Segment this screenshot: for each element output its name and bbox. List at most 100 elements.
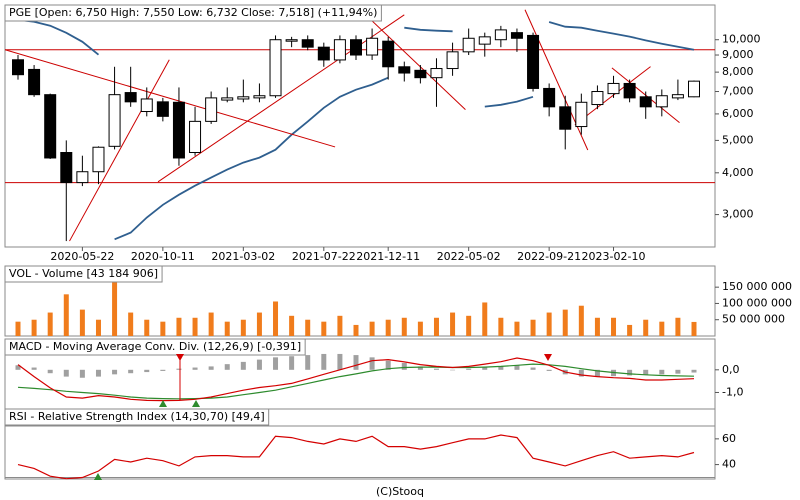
candle-body bbox=[478, 36, 491, 45]
volume-bar bbox=[369, 321, 375, 336]
panel-title-box bbox=[4, 408, 270, 426]
volume-bar bbox=[691, 321, 697, 336]
histogram-bar bbox=[369, 357, 375, 370]
candle-body bbox=[124, 92, 137, 103]
volume-bar bbox=[562, 309, 568, 336]
candle-body bbox=[189, 120, 202, 154]
volume-bar bbox=[79, 309, 85, 336]
histogram-bar bbox=[305, 355, 311, 370]
histogram-bar bbox=[643, 369, 649, 375]
candle-body bbox=[237, 96, 250, 100]
candle-body bbox=[12, 59, 24, 76]
y-tick-label: 5,000 bbox=[722, 133, 754, 146]
histogram-bar bbox=[401, 363, 407, 370]
macd-line bbox=[17, 357, 695, 402]
histogram-bar bbox=[79, 369, 85, 378]
y-tick-label: 3,000 bbox=[722, 208, 754, 221]
y-tick-label: 7,000 bbox=[722, 85, 754, 98]
panel-title-box bbox=[4, 265, 163, 283]
histogram-bar bbox=[385, 360, 391, 370]
y-tick-label: 40 bbox=[722, 458, 736, 471]
candle-body bbox=[92, 146, 105, 173]
candle-body bbox=[414, 69, 427, 79]
histogram-bar bbox=[144, 369, 150, 373]
macd-signals bbox=[94, 354, 552, 480]
candle-body bbox=[285, 39, 298, 42]
histogram-bar bbox=[514, 365, 520, 370]
candle-body bbox=[655, 95, 668, 108]
volume-bar bbox=[176, 317, 182, 336]
volume-bar bbox=[611, 317, 617, 336]
candle-body bbox=[221, 97, 234, 101]
histogram-bar bbox=[273, 357, 279, 370]
plot-layer: 3,000 4,000 5,000 6,000 7,000 8,000 9,000 10,00… bbox=[4, 4, 792, 480]
volume-bar bbox=[321, 321, 327, 336]
volume-bar bbox=[144, 319, 150, 336]
volume-bar bbox=[675, 317, 681, 336]
buy-marker bbox=[94, 473, 102, 480]
y-tick-label: 0,0 bbox=[722, 363, 740, 376]
volume-bar bbox=[482, 302, 488, 336]
histogram-bar bbox=[450, 369, 456, 371]
moving-average bbox=[114, 76, 534, 241]
volume-bar bbox=[385, 319, 391, 336]
volume-bar bbox=[643, 319, 649, 336]
volume-bar bbox=[401, 317, 407, 336]
buy-marker bbox=[159, 400, 167, 407]
y-tick-label: 50 000 000 bbox=[722, 313, 785, 326]
candle-body bbox=[28, 68, 41, 96]
volume-bar bbox=[659, 321, 665, 336]
candle-body bbox=[543, 87, 556, 108]
candle-body bbox=[140, 98, 153, 113]
candle-body bbox=[688, 80, 700, 98]
volume-bar bbox=[273, 301, 279, 336]
candle-body bbox=[671, 94, 684, 99]
sell-marker bbox=[176, 354, 184, 361]
candle-body bbox=[366, 37, 379, 56]
footer: (C)Stooq bbox=[376, 485, 424, 498]
histogram-bar bbox=[433, 368, 439, 370]
volume-bar bbox=[417, 321, 423, 336]
volume-bar bbox=[627, 324, 633, 336]
candle-body bbox=[494, 29, 507, 41]
candle-body bbox=[156, 101, 169, 117]
candle-body bbox=[44, 94, 57, 159]
y-tick-label: 60 bbox=[722, 432, 736, 445]
candle-body bbox=[591, 91, 604, 106]
volume-bar bbox=[514, 321, 520, 336]
volume-bar bbox=[289, 315, 295, 336]
histogram-bar bbox=[627, 369, 633, 376]
histogram-bar bbox=[466, 368, 472, 370]
candle-body bbox=[446, 51, 459, 70]
x-tick-label: 2020-05-22 bbox=[50, 250, 114, 263]
volume-bar bbox=[530, 319, 536, 336]
histogram-bar bbox=[63, 369, 69, 377]
y-tick-label: 100 000 000 bbox=[722, 296, 792, 309]
candle-body bbox=[301, 39, 314, 48]
volume-bar bbox=[95, 319, 101, 336]
histogram-bar bbox=[530, 367, 536, 370]
histogram-bar bbox=[594, 369, 600, 377]
histogram-bar bbox=[498, 366, 504, 370]
trend-line bbox=[365, 14, 466, 110]
histogram-bar bbox=[578, 369, 584, 377]
volume-bar bbox=[208, 312, 214, 336]
candle-body bbox=[317, 46, 330, 61]
buy-marker bbox=[192, 400, 200, 407]
volume-bar bbox=[498, 317, 504, 336]
histogram-bar bbox=[546, 369, 552, 371]
x-tick-label: 2022-09-21 bbox=[517, 250, 581, 263]
trend-line bbox=[69, 59, 170, 242]
volume-bar bbox=[546, 312, 552, 336]
volume-bar bbox=[63, 294, 69, 336]
volume-bar bbox=[160, 321, 166, 336]
histogram-bar bbox=[47, 369, 53, 374]
histogram-bar bbox=[417, 366, 423, 370]
candle-body bbox=[253, 95, 266, 99]
volume-bar bbox=[256, 312, 262, 336]
histogram-bar bbox=[176, 368, 182, 370]
histogram-bar bbox=[192, 367, 198, 370]
panel-title-box bbox=[4, 4, 382, 22]
volume-bar bbox=[112, 282, 118, 336]
